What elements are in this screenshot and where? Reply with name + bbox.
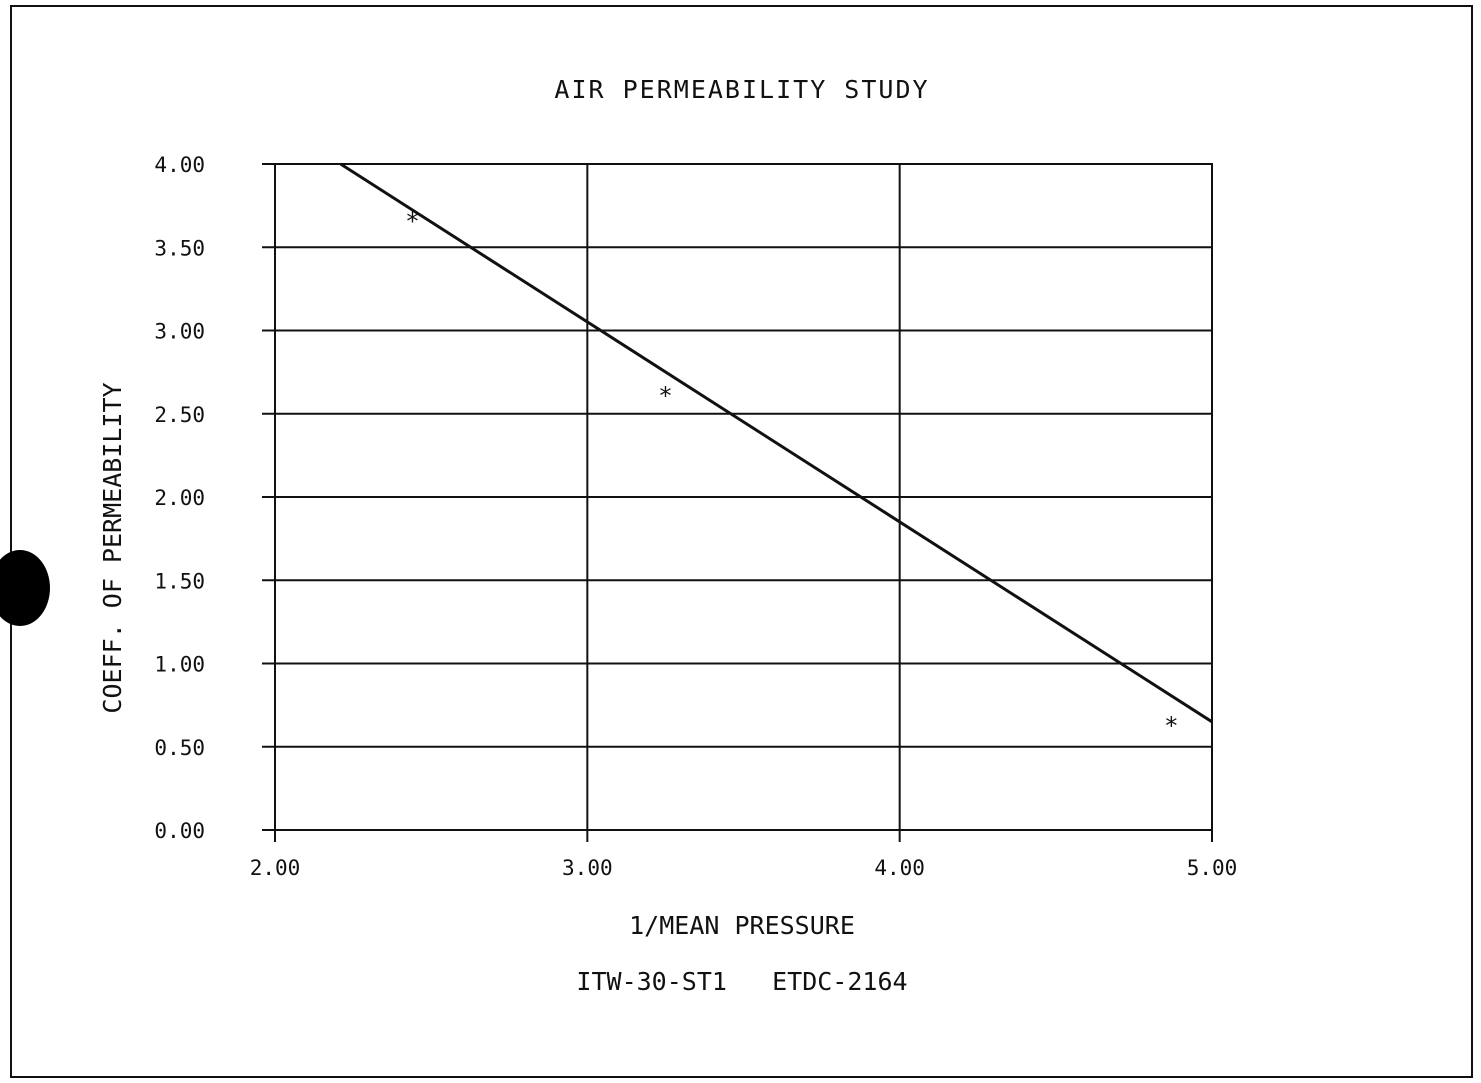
x-tick-label: 2.00 [250, 856, 301, 880]
y-tick-label: 4.00 [154, 153, 205, 177]
page-frame [0, 5, 1473, 1078]
y-tick-label: 3.00 [154, 320, 205, 344]
y-axis-label: COEFF. OF PERMEABILITY [98, 382, 127, 713]
y-axis-ticks: 0.00 0.50 1.00 1.50 2.00 2.50 3.00 3.50 4.00 [154, 153, 275, 843]
y-tick-label: 2.00 [154, 486, 205, 510]
y-tick-label: 0.50 [154, 736, 205, 760]
data-point-marker: * [405, 207, 419, 235]
data-point-marker: * [1164, 712, 1178, 740]
x-tick-label: 4.00 [874, 856, 925, 880]
fit-line [339, 162, 1213, 724]
y-tick-label: 0.00 [154, 819, 205, 843]
punch-hole [0, 550, 50, 626]
x-axis-ticks: 2.00 3.00 4.00 5.00 [250, 830, 1238, 880]
chart-title: AIR PERMEABILITY STUDY [554, 75, 929, 104]
y-tick-label: 1.50 [154, 569, 205, 593]
x-axis-label: 1/MEAN PRESSURE [629, 911, 855, 940]
chart-caption: ITW-30-ST1 ETDC-2164 [576, 967, 907, 996]
scatter-series: * * * [405, 207, 1178, 739]
fit-line-series [339, 162, 1213, 724]
x-tick-label: 5.00 [1187, 856, 1238, 880]
data-point-marker: * [658, 382, 672, 410]
x-tick-label: 3.00 [562, 856, 613, 880]
y-tick-label: 3.50 [154, 236, 205, 260]
y-tick-label: 2.50 [154, 403, 205, 427]
grid-lines [274, 163, 1213, 831]
y-tick-label: 1.00 [154, 653, 205, 677]
